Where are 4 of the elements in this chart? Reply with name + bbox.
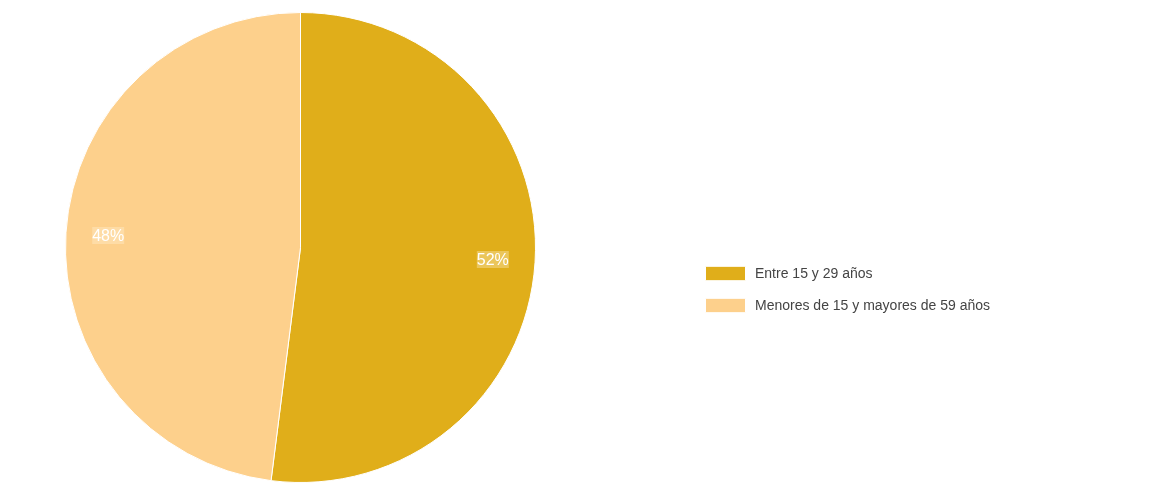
- data-label: 52%: [476, 251, 509, 269]
- legend-label: Entre 15 y 29 años: [755, 265, 873, 281]
- legend-label: Menores de 15 y mayores de 59 años: [755, 297, 991, 313]
- data-label: 48%: [92, 226, 125, 244]
